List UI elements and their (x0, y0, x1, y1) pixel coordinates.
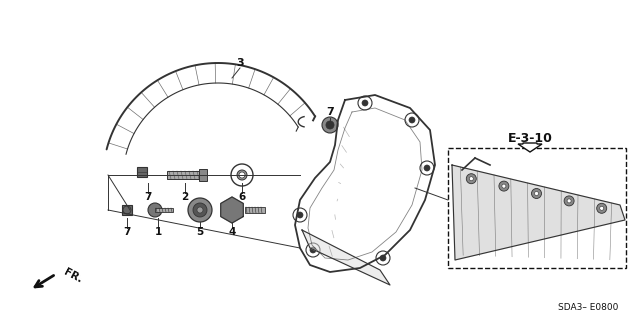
Circle shape (380, 255, 386, 261)
Circle shape (193, 203, 207, 217)
Text: 3: 3 (236, 58, 244, 68)
Circle shape (596, 203, 607, 213)
Text: 7: 7 (326, 107, 334, 117)
Bar (245, 207, 265, 213)
Text: 2: 2 (181, 192, 189, 202)
Bar (137, 167, 147, 177)
Circle shape (600, 206, 604, 210)
Text: 7: 7 (144, 192, 152, 202)
Circle shape (148, 203, 162, 217)
Circle shape (424, 165, 430, 171)
Circle shape (534, 191, 538, 196)
Text: SDA3– E0800: SDA3– E0800 (557, 303, 618, 313)
Circle shape (237, 170, 247, 180)
Polygon shape (302, 230, 390, 285)
Text: 6: 6 (238, 192, 246, 202)
Circle shape (409, 117, 415, 123)
Text: FR.: FR. (62, 267, 84, 285)
Text: 7: 7 (124, 227, 131, 237)
Bar (448, 148, 626, 268)
Polygon shape (221, 197, 243, 223)
Circle shape (188, 198, 212, 222)
Polygon shape (518, 143, 542, 152)
Text: 1: 1 (154, 227, 162, 237)
Circle shape (564, 196, 574, 206)
Text: E-3-10: E-3-10 (508, 131, 552, 145)
Circle shape (499, 181, 509, 191)
Bar (167, 171, 203, 179)
Circle shape (567, 199, 571, 203)
Polygon shape (452, 165, 625, 260)
Circle shape (297, 212, 303, 218)
Circle shape (310, 247, 316, 253)
Circle shape (239, 172, 245, 178)
Bar (155, 208, 173, 212)
Circle shape (326, 121, 334, 129)
Text: 5: 5 (196, 227, 204, 237)
Bar (199, 169, 207, 181)
Text: 4: 4 (228, 227, 236, 237)
Circle shape (467, 174, 476, 184)
Circle shape (502, 184, 506, 188)
Circle shape (197, 207, 203, 213)
Bar (122, 205, 132, 215)
Circle shape (531, 189, 541, 198)
Circle shape (469, 177, 474, 181)
Circle shape (362, 100, 368, 106)
Circle shape (322, 117, 338, 133)
